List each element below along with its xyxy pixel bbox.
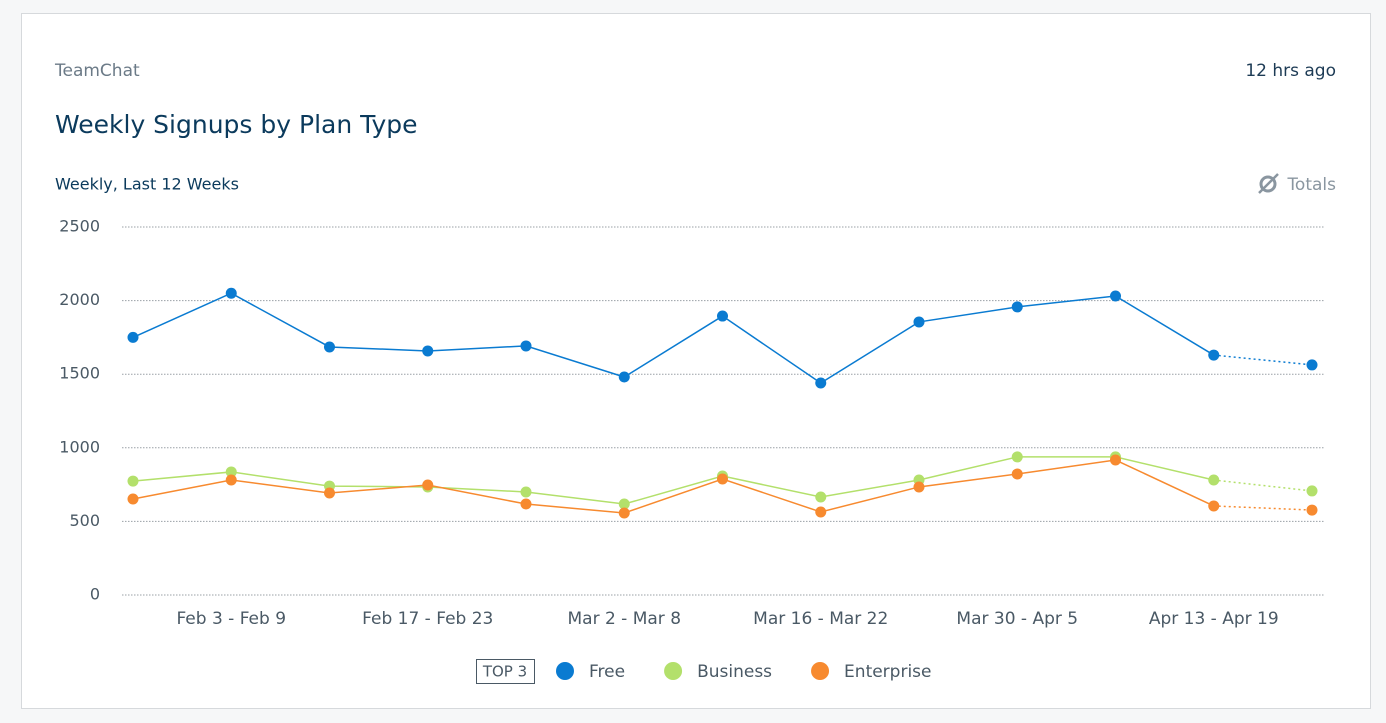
data-point xyxy=(127,475,139,487)
toggle-icon xyxy=(1259,175,1277,193)
y-tick-label: 1000 xyxy=(59,437,100,456)
data-point xyxy=(1011,301,1023,313)
data-point xyxy=(422,479,434,491)
data-point xyxy=(1011,468,1023,480)
toggle-icon-slash xyxy=(1258,173,1279,194)
card xyxy=(21,13,1371,709)
data-point xyxy=(1208,500,1220,512)
series-line xyxy=(132,292,1215,384)
subtitle: Weekly, Last 12 Weeks xyxy=(55,175,239,194)
y-tick-label: 2000 xyxy=(59,290,100,309)
x-tick-label: Mar 30 - Apr 5 xyxy=(956,609,1078,629)
toggle-label[interactable]: Totals xyxy=(1286,175,1336,195)
data-point xyxy=(618,498,630,510)
legend-item[interactable]: Business xyxy=(664,662,772,682)
data-point xyxy=(1306,485,1318,497)
partial-segment xyxy=(1213,505,1313,511)
source: TeamChat xyxy=(54,61,140,81)
y-tick-label: 1500 xyxy=(59,364,100,383)
data-point xyxy=(225,287,237,299)
legend-badge-box xyxy=(476,659,535,684)
data-point xyxy=(1011,451,1023,463)
data-point xyxy=(1110,290,1121,302)
data-point xyxy=(520,340,532,352)
data-point xyxy=(913,316,925,328)
x-tick-label: Apr 13 - Apr 19 xyxy=(1149,609,1279,629)
y-tick-label: 500 xyxy=(69,511,100,530)
partial-segment xyxy=(1213,354,1313,366)
legend-label: Business xyxy=(697,662,772,682)
data-point xyxy=(1110,454,1121,466)
data-point xyxy=(422,345,434,357)
legend-label: Enterprise xyxy=(844,662,931,682)
x-tick-label: Feb 17 - Feb 23 xyxy=(362,609,493,629)
data-point xyxy=(815,377,827,389)
data-point xyxy=(324,487,335,499)
data-point xyxy=(225,474,237,486)
updated: 12 hrs ago xyxy=(1245,61,1336,81)
partial-segment xyxy=(1213,479,1313,492)
data-point xyxy=(520,498,532,510)
x-tick-label: Mar 2 - Mar 8 xyxy=(567,609,681,629)
data-point xyxy=(815,491,827,503)
data-point xyxy=(1208,474,1220,486)
data-point xyxy=(717,310,728,322)
data-point xyxy=(1306,504,1318,516)
y-tick-label: 0 xyxy=(90,585,100,604)
data-point xyxy=(913,481,925,493)
data-point xyxy=(127,493,139,505)
data-point xyxy=(1306,359,1318,371)
legend-swatch xyxy=(556,662,574,680)
data-point xyxy=(618,371,630,383)
chart-title: Weekly Signups by Plan Type xyxy=(55,110,418,139)
data-point xyxy=(1208,349,1220,361)
legend-item[interactable]: Enterprise xyxy=(811,662,932,682)
legend-badge: TOP 3 xyxy=(482,663,527,681)
legend-item[interactable]: Free xyxy=(556,662,625,682)
data-point xyxy=(815,506,827,518)
data-point xyxy=(225,466,237,478)
legend-swatch xyxy=(811,662,830,680)
totals-toggle[interactable]: Totals xyxy=(1258,173,1336,195)
x-tick-label: Mar 16 - Mar 22 xyxy=(753,609,888,629)
legend-label: Free xyxy=(589,662,625,682)
legend-swatch xyxy=(664,662,683,680)
data-point xyxy=(717,473,728,485)
data-point xyxy=(324,341,335,353)
data-point xyxy=(618,507,630,519)
series-line xyxy=(132,459,1215,514)
data-point xyxy=(127,331,139,343)
x-tick-label: Feb 3 - Feb 9 xyxy=(176,609,286,629)
series-line xyxy=(132,456,1214,505)
y-tick-label: 2500 xyxy=(59,217,100,236)
data-point xyxy=(520,486,532,498)
